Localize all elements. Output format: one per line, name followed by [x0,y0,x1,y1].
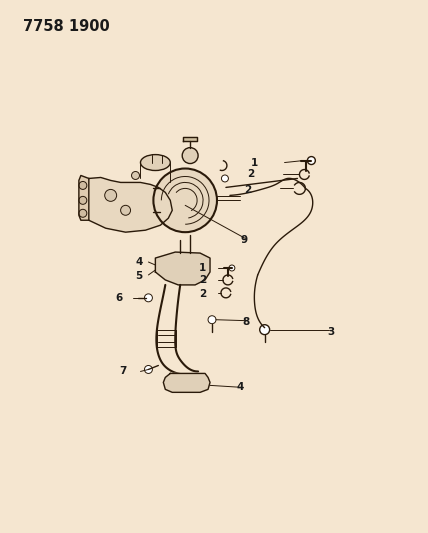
Circle shape [171,378,181,389]
Circle shape [182,148,198,164]
Circle shape [229,265,235,271]
Text: 4: 4 [135,257,143,267]
Ellipse shape [140,155,170,171]
Circle shape [79,209,87,217]
Circle shape [221,175,229,182]
Circle shape [153,168,217,232]
Polygon shape [89,177,172,232]
Circle shape [79,196,87,204]
Circle shape [260,325,270,335]
Text: 7758 1900: 7758 1900 [23,19,110,34]
Text: 8: 8 [243,317,250,327]
Polygon shape [183,136,197,141]
Text: 2: 2 [199,275,206,285]
Circle shape [159,264,167,272]
Circle shape [121,205,131,215]
Text: 2: 2 [247,169,255,180]
Text: 1: 1 [250,158,258,167]
Text: 7: 7 [119,367,127,376]
Circle shape [195,378,205,389]
Circle shape [105,189,117,201]
Polygon shape [79,175,89,220]
Circle shape [307,157,315,165]
Polygon shape [155,252,210,285]
Text: 4: 4 [236,382,244,392]
Circle shape [196,261,204,269]
Text: 5: 5 [135,271,143,281]
Text: 9: 9 [241,235,248,245]
Text: 1: 1 [199,263,206,273]
Circle shape [208,316,216,324]
Text: 2: 2 [244,185,252,196]
Circle shape [131,172,140,180]
Polygon shape [163,374,210,392]
Circle shape [79,181,87,189]
Circle shape [145,294,152,302]
Text: 3: 3 [327,327,334,337]
Text: 6: 6 [116,293,122,303]
Circle shape [145,366,152,374]
Text: 2: 2 [199,289,206,299]
